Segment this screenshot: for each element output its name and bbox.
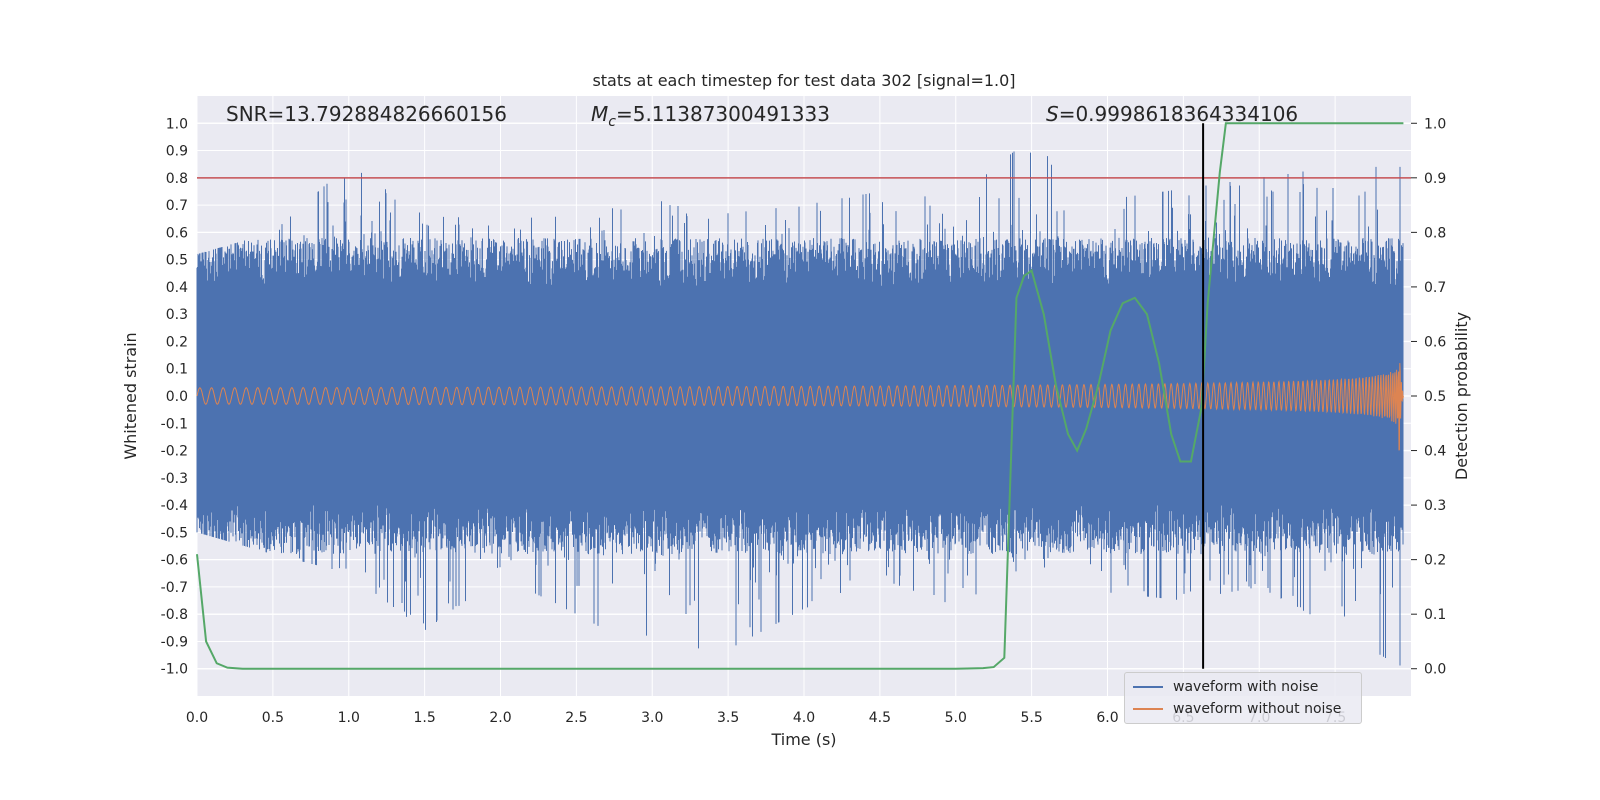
- x-axis-label: Time (s): [770, 730, 836, 749]
- y2-tick-label: 1.0: [1424, 116, 1446, 132]
- s-annotation: S=0.9998618364334106: [1046, 102, 1298, 126]
- y-tick-label: 0.6: [166, 225, 188, 241]
- mc-subscript: c: [608, 114, 616, 130]
- y-tick-label: -0.4: [161, 498, 188, 514]
- y2-tick-label: 0.3: [1424, 498, 1446, 514]
- legend: waveform with noise waveform without noi…: [1124, 672, 1362, 724]
- chart-title: stats at each timestep for test data 302…: [592, 71, 1015, 90]
- y-tick-label: 0.4: [166, 280, 188, 296]
- y2-tick-label: 0.8: [1424, 225, 1446, 241]
- axes: 0.00.51.01.52.02.53.03.54.04.55.05.56.06…: [161, 116, 1447, 726]
- mc-value: =5.11387300491333: [616, 102, 830, 126]
- x-tick-label: 0.5: [262, 710, 284, 726]
- y-tick-label: -0.7: [161, 580, 188, 596]
- x-tick-label: 6.0: [1096, 710, 1118, 726]
- s-symbol: S: [1046, 102, 1059, 126]
- legend-swatch-noise: [1133, 686, 1163, 688]
- y2-tick-label: 0.6: [1424, 334, 1446, 350]
- y2-tick-label: 0.4: [1424, 444, 1446, 460]
- y-tick-label: -0.3: [161, 471, 188, 487]
- y-tick-label: -0.2: [161, 444, 188, 460]
- y-tick-label: 0.0: [166, 389, 188, 405]
- x-tick-label: 5.0: [945, 710, 967, 726]
- y2-tick-label: 0.1: [1424, 607, 1446, 623]
- y-tick-label: 0.3: [166, 307, 188, 323]
- y-tick-label: -0.9: [161, 634, 188, 650]
- x-tick-label: 5.5: [1020, 710, 1042, 726]
- y2-tick-label: 0.0: [1424, 662, 1446, 678]
- mc-symbol: M: [591, 102, 608, 126]
- x-tick-label: 3.0: [641, 710, 663, 726]
- y-tick-label: 0.7: [166, 198, 188, 214]
- y-tick-label: 0.1: [166, 362, 188, 378]
- x-tick-label: 1.5: [413, 710, 435, 726]
- x-tick-label: 1.0: [338, 710, 360, 726]
- probability-line: [196, 122, 1404, 670]
- y-tick-label: -0.5: [161, 525, 188, 541]
- plot-area: [196, 122, 1411, 670]
- x-tick-label: 3.5: [717, 710, 739, 726]
- x-tick-label: 4.0: [793, 710, 815, 726]
- y-tick-label: -0.8: [161, 607, 188, 623]
- snr-annotation: SNR=13.792884826660156: [226, 102, 507, 126]
- y-tick-label: 0.5: [166, 253, 188, 269]
- y-tick-label: -1.0: [161, 662, 188, 678]
- mc-annotation: Mc=5.11387300491333: [591, 102, 830, 130]
- y-tick-label: 0.9: [166, 144, 188, 160]
- legend-label-noise: waveform with noise: [1173, 679, 1319, 695]
- x-tick-label: 0.0: [186, 710, 208, 726]
- x-tick-label: 2.0: [489, 710, 511, 726]
- legend-item-noise: waveform with noise: [1133, 676, 1318, 698]
- y-tick-label: 1.0: [166, 116, 188, 132]
- y2-tick-label: 0.7: [1424, 280, 1446, 296]
- s-value: =0.9998618364334106: [1059, 102, 1298, 126]
- y2-tick-label: 0.2: [1424, 553, 1446, 569]
- legend-swatch-clean: [1133, 708, 1163, 710]
- legend-label-clean: waveform without noise: [1173, 701, 1342, 717]
- y2-tick-label: 0.9: [1424, 171, 1446, 187]
- y-axis-label: Whitened strain: [121, 332, 140, 459]
- y2-axis-label: Detection probability: [1452, 312, 1471, 480]
- legend-item-clean: waveform without noise: [1133, 698, 1341, 720]
- y-tick-label: 0.2: [166, 334, 188, 350]
- y-tick-label: 0.8: [166, 171, 188, 187]
- x-tick-label: 2.5: [565, 710, 587, 726]
- y2-tick-label: 0.5: [1424, 389, 1446, 405]
- y-tick-label: -0.6: [161, 553, 188, 569]
- x-tick-label: 4.5: [869, 710, 891, 726]
- y-tick-label: -0.1: [161, 416, 188, 432]
